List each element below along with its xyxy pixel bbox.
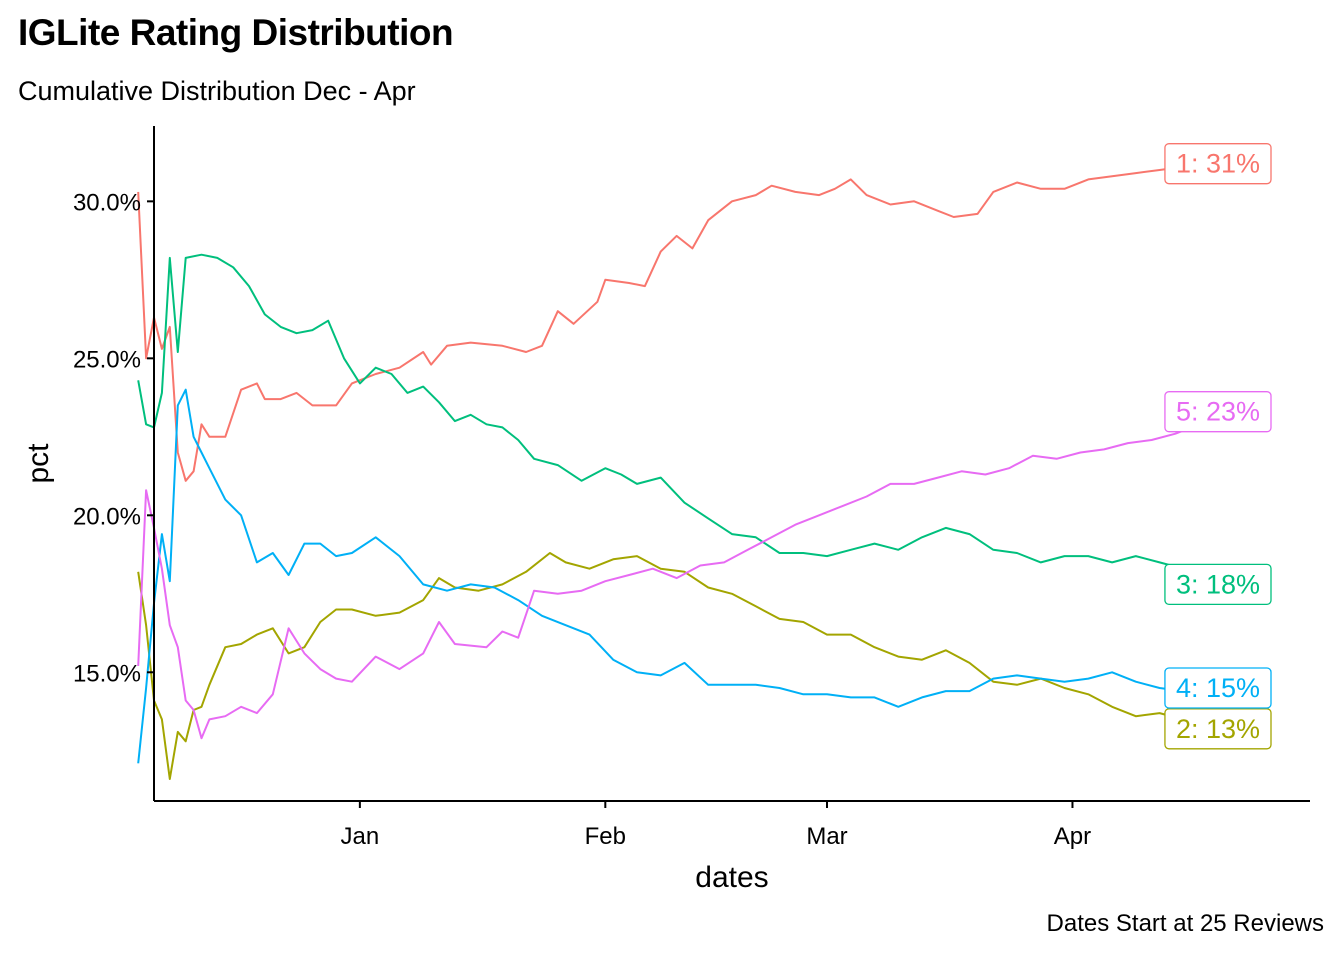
x-tick-label: Mar [806, 823, 847, 850]
end-label-2: 2: 13% [1164, 708, 1272, 750]
x-axis-ticks: Jan Feb Mar Apr [341, 801, 1091, 850]
end-label-layer: 1: 31% 2: 13% 3: 18% 4: 15% 5: 23% [1164, 143, 1272, 750]
end-label-4: 4: 15% [1164, 667, 1272, 709]
end-label-text: 1: 31% [1176, 149, 1260, 179]
x-axis-title: dates [695, 861, 768, 894]
series-line-2 [137, 552, 1231, 780]
end-label-text: 5: 23% [1176, 397, 1260, 427]
y-tick-label: 20.0% [73, 503, 141, 530]
series-line-1 [137, 162, 1231, 482]
end-label-box [1164, 708, 1272, 750]
end-label-box [1164, 667, 1272, 709]
series-layer [137, 162, 1232, 780]
end-label-1: 1: 31% [1164, 143, 1272, 185]
end-label-5: 5: 23% [1164, 391, 1272, 433]
chart-title: IGLite Rating Distribution [18, 12, 454, 53]
chart-caption: Dates Start at 25 Reviews [1046, 910, 1324, 937]
end-label-3: 3: 18% [1164, 563, 1272, 606]
y-axis-ticks: 15.0% 20.0% 25.0% 30.0% [73, 189, 154, 687]
y-axis-title: pct [22, 443, 55, 484]
y-tick-label: 15.0% [73, 660, 141, 687]
end-label-box [1164, 391, 1272, 433]
x-tick-label: Feb [585, 823, 626, 850]
x-tick-label: Jan [341, 823, 380, 850]
y-tick-label: 30.0% [73, 189, 141, 216]
end-label-text: 3: 18% [1176, 569, 1260, 599]
series-line-3 [137, 253, 1232, 586]
end-label-box [1164, 143, 1272, 185]
end-label-text: 4: 15% [1176, 673, 1260, 703]
end-label-box [1164, 563, 1272, 606]
y-tick-label: 25.0% [73, 346, 141, 373]
end-label-text: 2: 13% [1176, 714, 1260, 744]
series-line-4 [137, 388, 1231, 764]
series-line-5 [137, 410, 1231, 740]
chart-subtitle: Cumulative Distribution Dec - Apr [18, 76, 416, 106]
x-tick-label: Apr [1054, 823, 1091, 850]
